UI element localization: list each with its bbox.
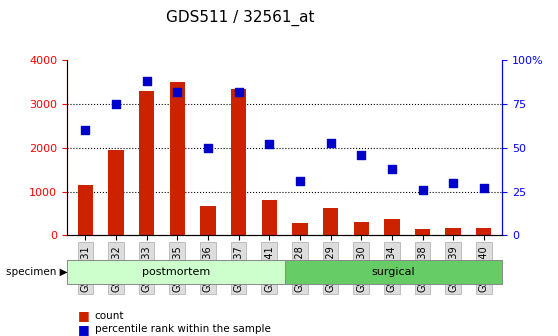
Text: ■: ■ xyxy=(78,309,90,322)
Text: percentile rank within the sample: percentile rank within the sample xyxy=(95,324,271,334)
Text: specimen ▶: specimen ▶ xyxy=(6,267,67,277)
Point xyxy=(326,140,335,145)
Point xyxy=(387,166,396,171)
Bar xyxy=(139,91,155,235)
Bar xyxy=(323,208,338,235)
Text: GDS511 / 32561_at: GDS511 / 32561_at xyxy=(166,10,314,26)
Point xyxy=(112,101,121,107)
Bar xyxy=(108,150,124,235)
Bar xyxy=(445,228,461,235)
Text: ■: ■ xyxy=(78,323,90,336)
Point xyxy=(295,178,304,184)
Bar xyxy=(476,228,492,235)
Point xyxy=(234,89,243,95)
Bar xyxy=(354,222,369,235)
Bar xyxy=(384,219,400,235)
Point xyxy=(357,152,365,158)
Bar xyxy=(415,228,430,235)
Bar xyxy=(78,185,93,235)
Text: count: count xyxy=(95,311,124,321)
Point xyxy=(81,128,90,133)
Point xyxy=(142,79,151,84)
Point xyxy=(173,89,182,95)
Point xyxy=(449,180,458,185)
Bar xyxy=(170,82,185,235)
Bar xyxy=(231,89,246,235)
Text: postmortem: postmortem xyxy=(142,267,210,277)
Point xyxy=(265,142,274,147)
Text: surgical: surgical xyxy=(372,267,415,277)
Bar xyxy=(262,200,277,235)
Bar xyxy=(200,206,215,235)
Point xyxy=(418,187,427,193)
Bar xyxy=(292,223,307,235)
Point xyxy=(479,185,488,191)
Point xyxy=(204,145,213,151)
